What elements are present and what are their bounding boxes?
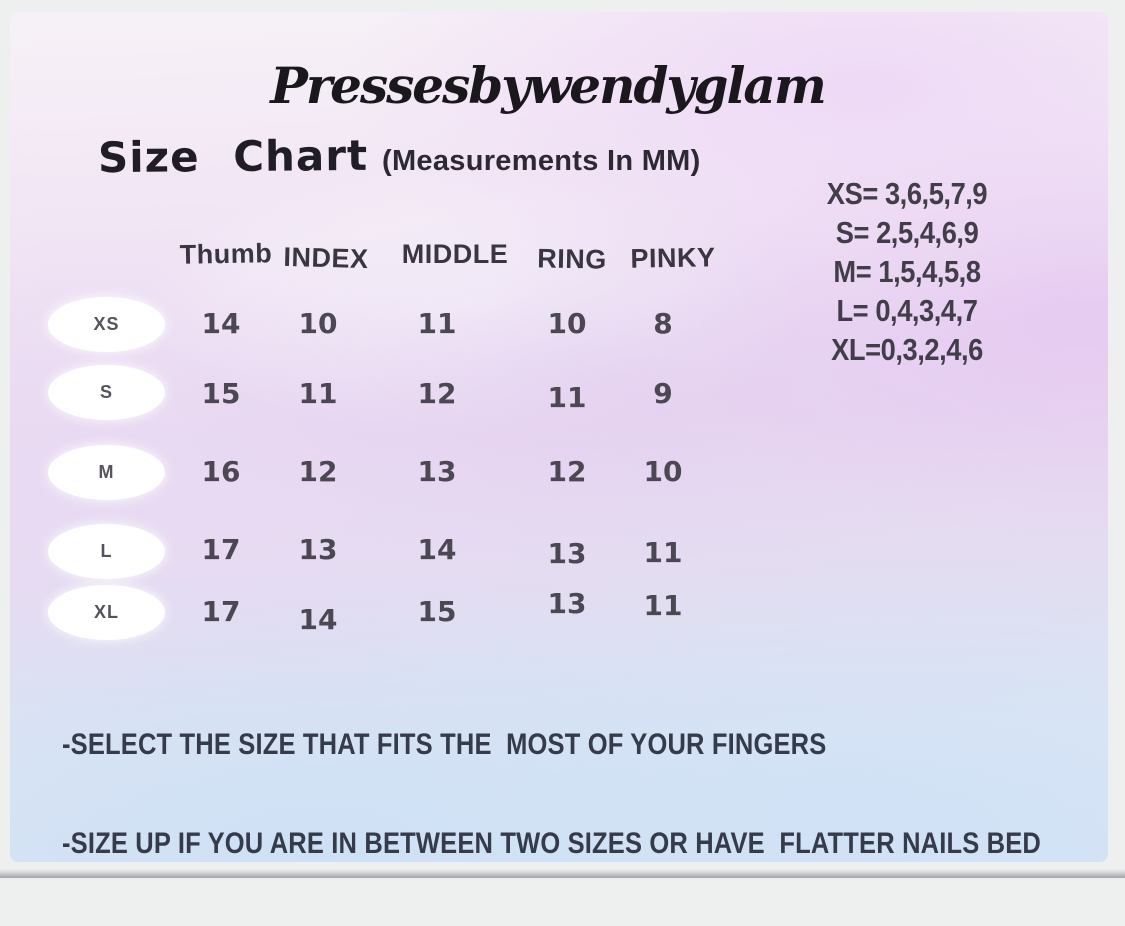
size-code-s: S= 2,5,4,6,9 <box>835 215 979 250</box>
cell-l-thumb: 17 <box>201 533 241 566</box>
cell-s-thumb: 15 <box>201 377 241 410</box>
cell-l-pinky: 11 <box>643 536 683 569</box>
column-header-thumb: Thumb <box>179 238 273 270</box>
cell-xs-ring: 10 <box>547 307 587 340</box>
column-header-index: INDEX <box>283 241 369 275</box>
cell-xl-middle: 15 <box>417 595 457 628</box>
cell-xs-thumb: 14 <box>201 307 241 340</box>
cell-l-index: 13 <box>298 533 338 566</box>
size-pill-label: M <box>98 462 115 482</box>
size-pill-xs: XS <box>48 297 165 352</box>
cell-xl-thumb: 17 <box>201 595 241 628</box>
brand-title: Pressesbywendyglam <box>270 56 827 115</box>
fitting-notes: -SELECT THE SIZE THAT FITS THE MOST OF Y… <box>62 662 1041 926</box>
cell-xl-ring: 13 <box>547 587 587 620</box>
note-select-size: -SELECT THE SIZE THAT FITS THE MOST OF Y… <box>62 728 827 761</box>
bottom-edge-strip <box>0 869 1125 878</box>
cell-l-middle: 14 <box>417 533 457 566</box>
note-size-up: -SIZE UP IF YOU ARE IN BETWEEN TWO SIZES… <box>62 827 1042 860</box>
size-code-xs: XS= 3,6,5,7,9 <box>826 176 988 211</box>
cell-m-ring: 12 <box>547 455 587 488</box>
cell-xs-middle: 11 <box>417 307 457 340</box>
watercolor-card: Pressesbywendyglam Size Chart (Measureme… <box>10 12 1108 862</box>
size-pill-xl: XL <box>48 585 165 640</box>
cell-m-index: 12 <box>298 455 338 488</box>
cell-xl-index: 14 <box>298 603 338 636</box>
cell-xl-pinky: 11 <box>643 589 683 622</box>
size-code-l: L= 0,4,3,4,7 <box>836 293 978 328</box>
cell-m-thumb: 16 <box>201 455 241 488</box>
cell-xs-index: 10 <box>298 307 338 340</box>
size-pill-s: S <box>48 365 165 420</box>
size-code-xl: XL=0,3,2,4,6 <box>831 332 983 367</box>
cell-xs-pinky: 8 <box>653 307 673 340</box>
cell-m-middle: 13 <box>417 455 457 488</box>
cell-s-ring: 11 <box>547 381 587 414</box>
size-code-list: XS= 3,6,5,7,9 S= 2,5,4,6,9 M= 1,5,4,5,8 … <box>797 174 1017 369</box>
cell-s-index: 11 <box>298 377 338 410</box>
cell-s-middle: 12 <box>417 377 457 410</box>
size-pill-label: XS <box>93 314 120 334</box>
size-pill-label: S <box>99 382 113 402</box>
measurements-subtitle: (Measurements In MM) <box>382 145 701 177</box>
size-code-m: M= 1,5,4,5,8 <box>833 254 981 289</box>
size-pill-l: L <box>48 524 165 579</box>
cell-s-pinky: 9 <box>653 377 673 410</box>
size-pill-label: L <box>100 541 113 561</box>
size-chart-heading: Size Chart <box>97 130 369 183</box>
size-pill-m: M <box>48 445 165 500</box>
cell-m-pinky: 10 <box>643 455 683 488</box>
column-header-ring: RING <box>537 243 608 275</box>
cell-l-ring: 13 <box>547 537 587 570</box>
size-pill-label: XL <box>93 602 119 622</box>
column-header-middle: MIDDLE <box>401 239 509 269</box>
column-header-pinky: PINKY <box>630 242 716 274</box>
